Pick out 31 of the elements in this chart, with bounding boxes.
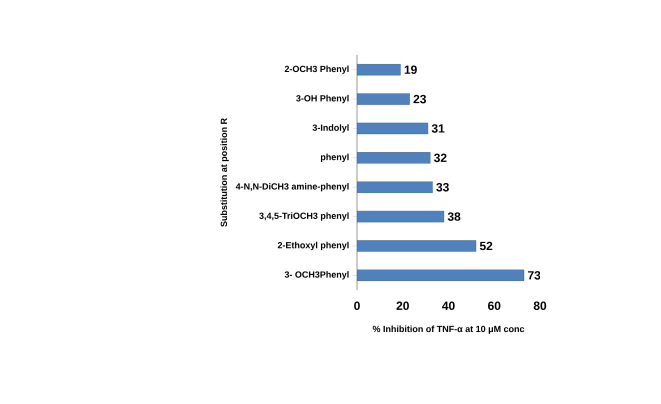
data-label: 38	[448, 212, 460, 221]
x-tick-label: 60	[488, 302, 500, 310]
bar	[357, 240, 476, 252]
x-tick-label: 80	[534, 302, 546, 310]
y-tick-label: 3,4,5-TriOCH3 phenyl	[259, 212, 349, 221]
bar	[357, 122, 428, 134]
data-label: 73	[528, 271, 540, 280]
y-tick-label: phenyl	[320, 154, 349, 162]
y-axis-title: Substitution at position R	[220, 118, 229, 227]
y-tick-label: 3-OH Phenyl	[296, 94, 349, 104]
x-tick-label: 0	[354, 302, 360, 310]
x-tick-label: 40	[442, 302, 455, 310]
y-tick-label: 4-N,N-DiCH3 amine-phenyl	[236, 183, 349, 192]
x-axis-title: % Inhibition of TNF-α at 10 μM conc	[372, 326, 524, 334]
data-label: 19	[404, 65, 417, 74]
bar	[357, 93, 410, 105]
bar	[357, 210, 444, 222]
data-label: 52	[480, 242, 492, 250]
data-label: 32	[434, 154, 447, 162]
y-tick-label: 2-Ethoxyl phenyl	[278, 242, 349, 250]
y-tick-label: 3- OCH3Phenyl	[284, 271, 349, 280]
data-label: 33	[436, 182, 449, 192]
x-tick-label: 20	[396, 302, 409, 310]
bar	[357, 64, 401, 76]
data-label: 31	[432, 124, 444, 133]
y-tick-label: 2-OCH3 Phenyl	[284, 66, 349, 74]
y-tick-label: 3-Indolyl	[312, 124, 349, 133]
data-label: 23	[414, 94, 426, 104]
bar	[357, 270, 524, 282]
bar	[357, 152, 430, 164]
bar	[357, 181, 433, 193]
